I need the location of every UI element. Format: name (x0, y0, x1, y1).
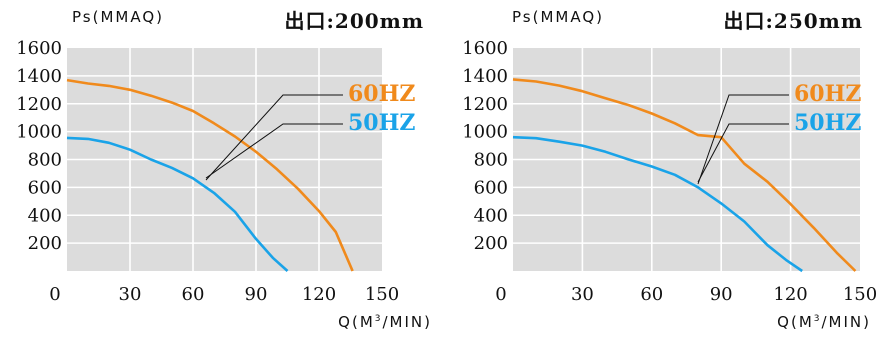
y-axis-label: Ps(MMAQ) (512, 8, 604, 26)
y-tick-label: 1600 (16, 38, 62, 59)
chart-title: 出口:250mm (723, 9, 863, 33)
y-tick-label: 1200 (462, 94, 508, 115)
x-tick-label: 90 (710, 284, 733, 305)
chart-plot-250mm: 200 400 600 800 1000 1200 1400 1600 0 30 60 90 120 15… (462, 38, 877, 305)
x-tick-label: 60 (640, 284, 663, 305)
y-tick-label: 1400 (462, 66, 508, 87)
legend-leader-line (697, 94, 789, 185)
x-tick-label: 0 (49, 284, 60, 305)
x-tick-label: 150 (365, 284, 399, 305)
y-tick-label: 1200 (16, 94, 62, 115)
legend-leader-line (697, 123, 789, 183)
legend-label-60hz: 60HZ (794, 81, 861, 107)
y-tick-label: 200 (28, 233, 62, 254)
x-axis-label: Q(M3/MIN) (777, 313, 871, 331)
chart-plot-200mm: 200 400 600 800 1000 1200 1400 1600 0 30 60 90 120 15… (16, 38, 415, 305)
x-tick-label: 90 (245, 284, 268, 305)
legend-label-50hz: 50HZ (348, 110, 415, 136)
series-line-60hz (66, 78, 354, 272)
legend-label-50hz: 50HZ (794, 110, 861, 136)
y-tick-label: 600 (28, 177, 62, 198)
x-tick-label: 60 (182, 284, 205, 305)
x-tick-label: 30 (119, 284, 142, 305)
x-tick-label: 150 (843, 284, 877, 305)
y-tick-label: 600 (474, 177, 508, 198)
x-tick-label: 120 (773, 284, 807, 305)
y-tick-label: 200 (474, 233, 508, 254)
series-line-60hz (512, 78, 857, 272)
y-tick-label: 1400 (16, 66, 62, 87)
legend-leader-line (205, 94, 343, 181)
y-axis-label: Ps(MMAQ) (72, 8, 164, 26)
chart-title: 出口:200mm (284, 9, 424, 33)
series-line-50hz (66, 136, 289, 272)
y-tick-label: 1600 (462, 38, 508, 59)
y-tick-label: 400 (28, 205, 62, 226)
y-tick-label: 800 (474, 150, 508, 171)
x-tick-label: 120 (302, 284, 336, 305)
x-axis-label: Q(M3/MIN) (338, 313, 432, 331)
legend-leader-line (205, 123, 343, 179)
chart-panel-250mm: Ps(MMAQ) 出口:250mm 200 400 600 800 1000 1200 14… (440, 0, 877, 338)
y-tick-label: 800 (28, 150, 62, 171)
y-tick-label: 1000 (16, 122, 62, 143)
x-tick-label: 0 (495, 284, 506, 305)
y-tick-label: 1000 (462, 122, 508, 143)
x-tick-label: 30 (571, 284, 594, 305)
series-line-50hz (512, 135, 803, 273)
legend-label-60hz: 60HZ (348, 81, 415, 107)
chart-panel-200mm: Ps(MMAQ) 出口:200mm 200 400 600 800 1000 1200 14… (0, 0, 438, 338)
y-tick-label: 400 (474, 205, 508, 226)
